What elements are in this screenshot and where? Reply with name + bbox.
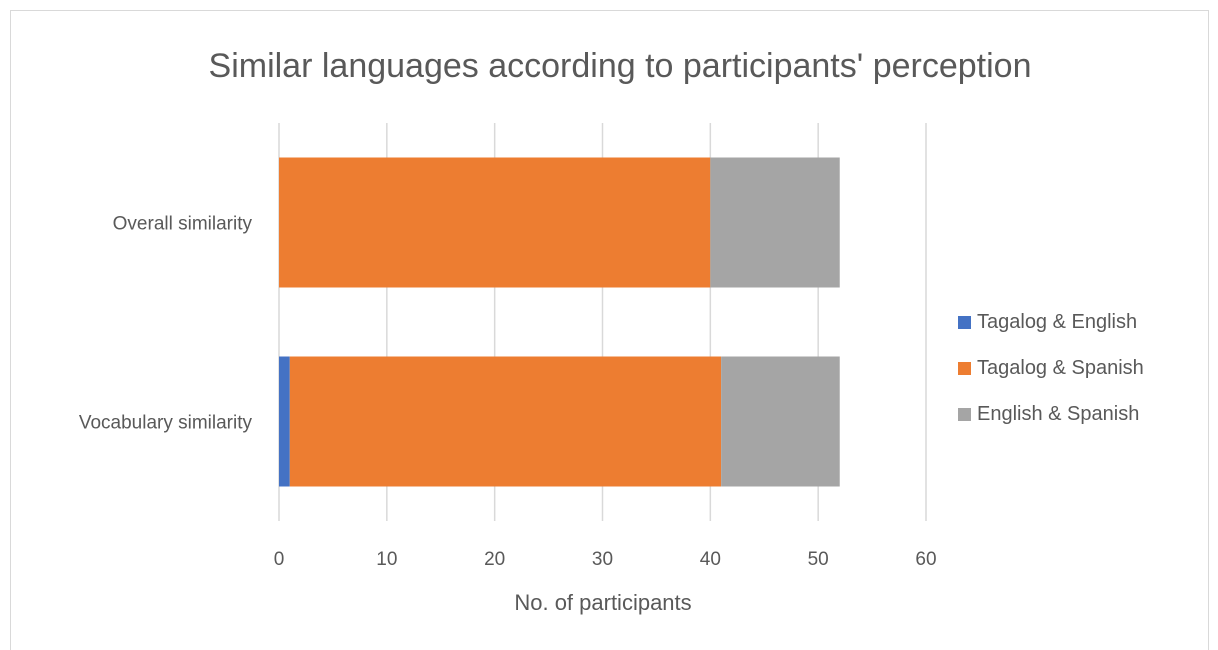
category-label: Overall similarity [113, 214, 253, 235]
bar-1-2 [721, 356, 840, 487]
bar-1-1 [289, 356, 722, 487]
bars [279, 157, 840, 487]
legend-swatch-0 [958, 316, 971, 329]
bar-0-1 [279, 157, 711, 288]
x-axis-title: No. of participants [514, 590, 691, 615]
x-tick-labels: 0 10 20 30 40 50 60 [274, 549, 937, 570]
legend-label: Tagalog & English [977, 311, 1137, 333]
category-label: Vocabulary similarity [79, 413, 253, 434]
bar-0-2 [710, 157, 840, 288]
x-tick-label: 60 [915, 549, 936, 570]
chart-frame [10, 10, 1209, 650]
x-tick-label: 20 [484, 549, 505, 570]
x-tick-label: 30 [592, 549, 613, 570]
legend-swatch-1 [958, 362, 971, 375]
chart-title: Similar languages according to participa… [209, 47, 1032, 85]
legend-swatch-2 [958, 408, 971, 421]
legend: Tagalog & English Tagalog & Spanish Englis… [958, 311, 1144, 425]
legend-label: Tagalog & Spanish [977, 357, 1144, 379]
category-labels: Overall similarity Vocabulary similarity [79, 214, 253, 434]
x-tick-label: 10 [376, 549, 397, 570]
x-tick-label: 0 [274, 549, 285, 570]
x-tick-label: 50 [808, 549, 829, 570]
bar-1-0 [279, 356, 290, 487]
x-tick-label: 40 [700, 549, 721, 570]
legend-label: English & Spanish [977, 403, 1139, 425]
